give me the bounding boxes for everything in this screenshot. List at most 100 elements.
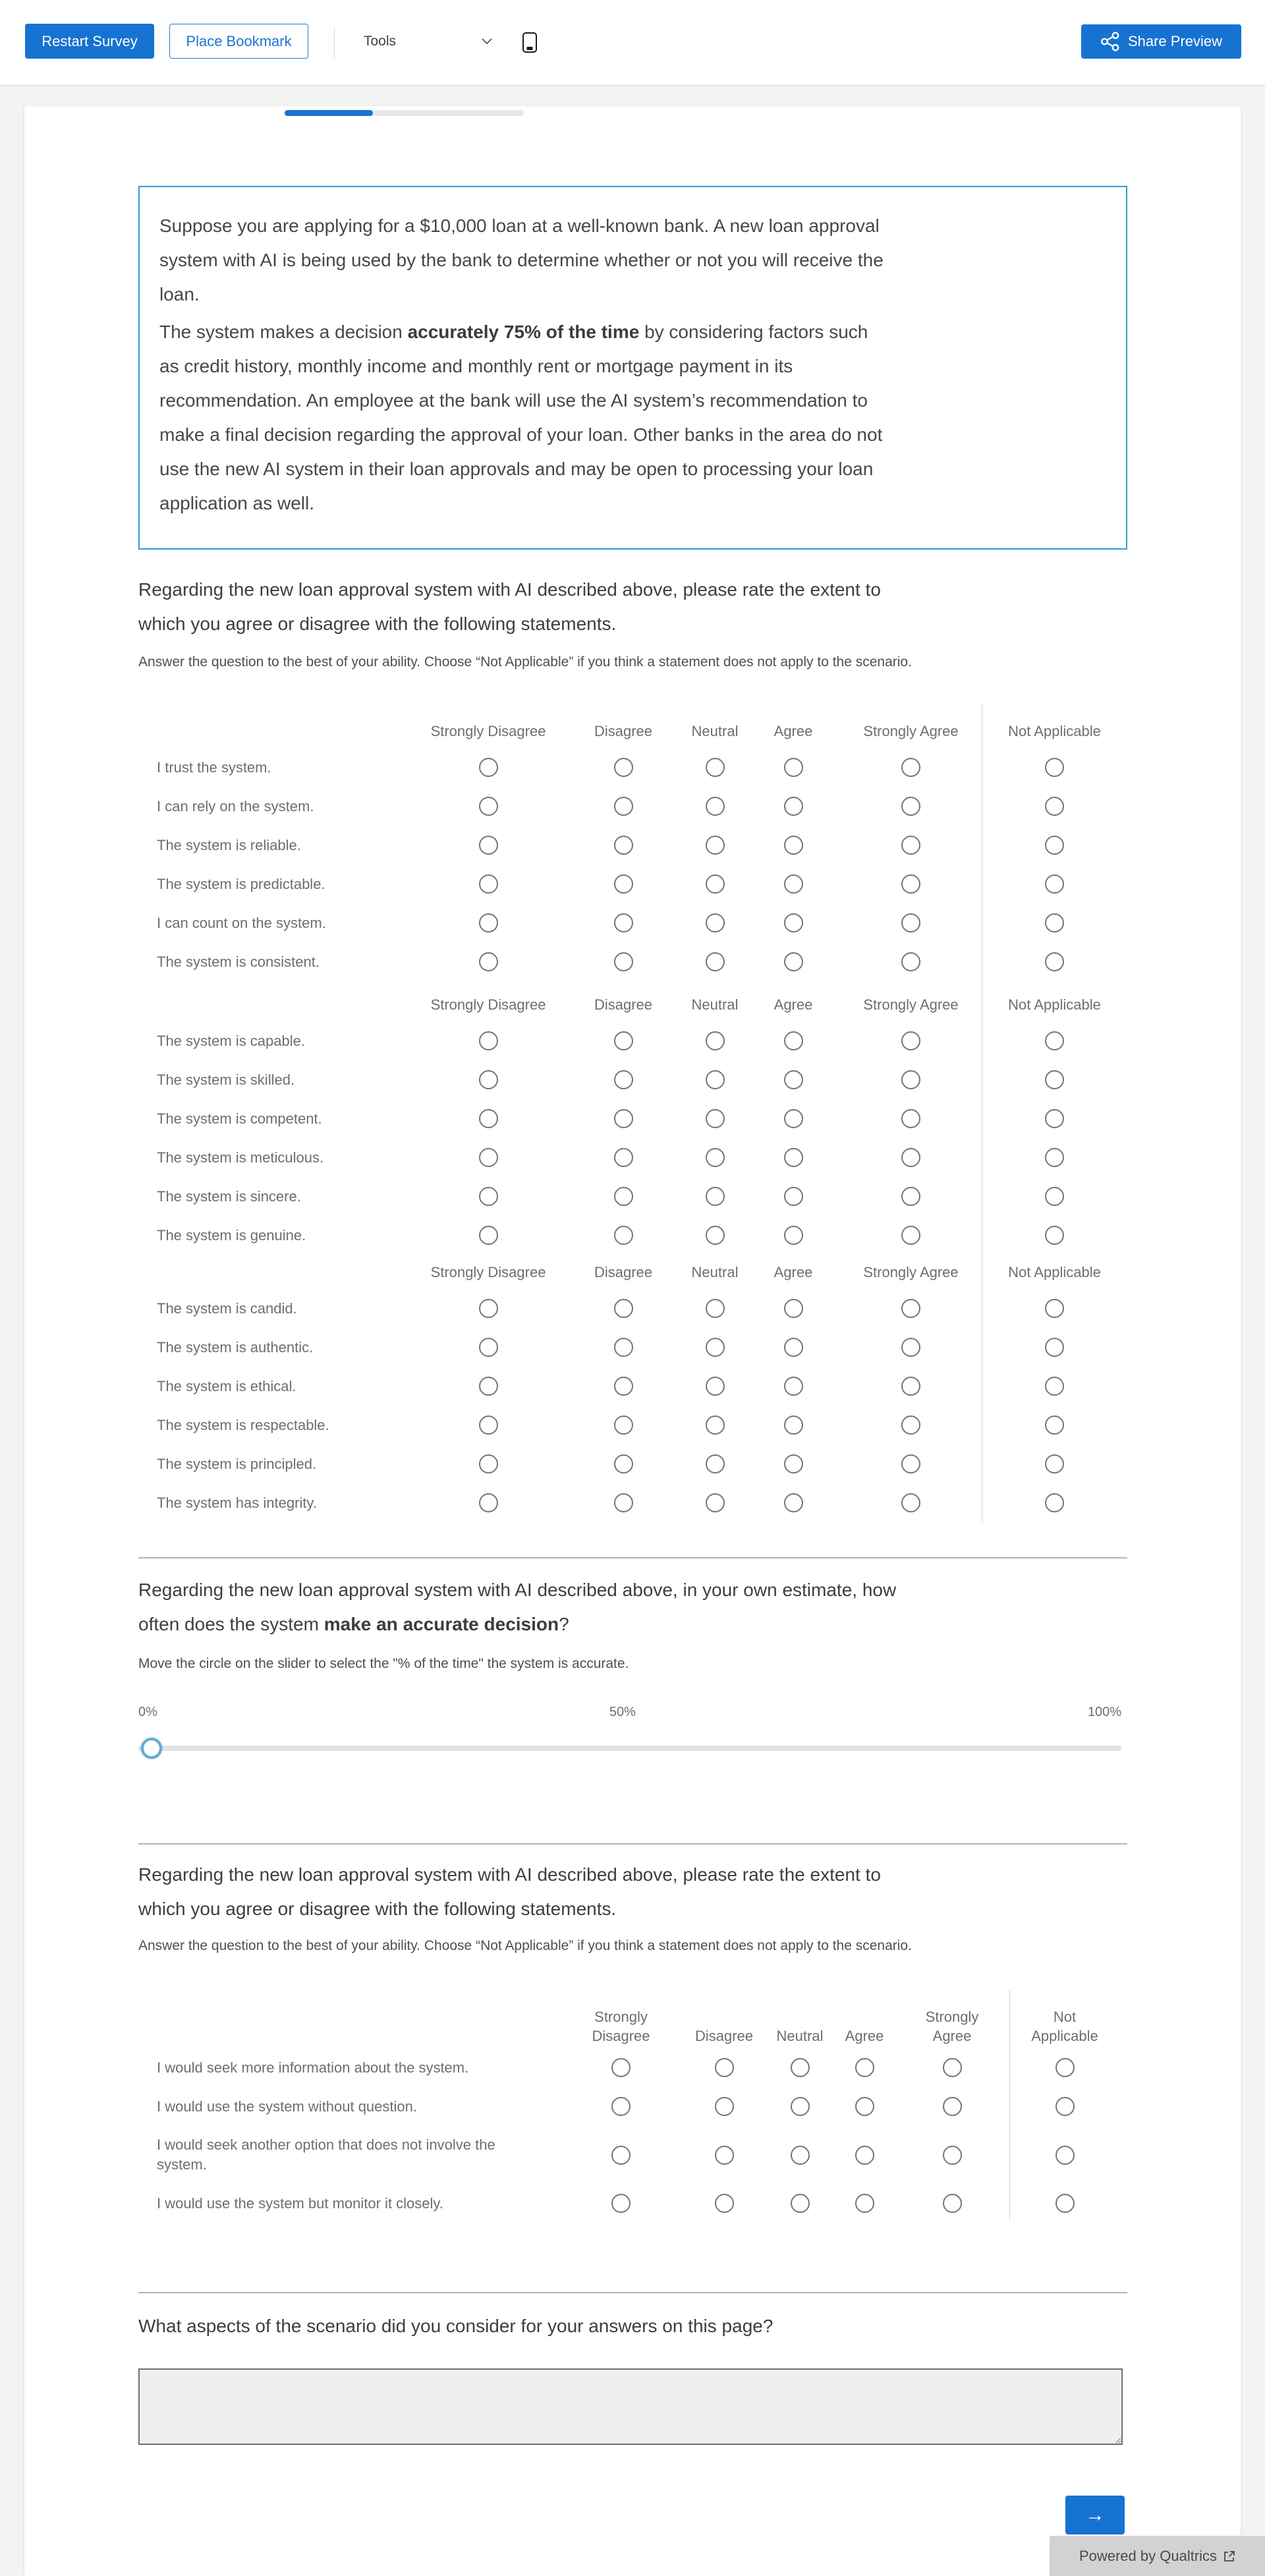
radio-option-strongly-agree[interactable] [901,1338,920,1357]
radio-option-disagree[interactable] [613,874,633,894]
radio-option-disagree[interactable] [613,1226,633,1245]
radio-option-strongly-agree[interactable] [942,2194,962,2213]
radio-option-disagree[interactable] [613,758,633,777]
radio-option-neutral[interactable] [790,2058,810,2077]
radio-option-not-applicable[interactable] [1045,1416,1064,1435]
radio-option-not-applicable[interactable] [1045,1377,1064,1396]
radio-option-neutral[interactable] [705,1299,725,1318]
radio-option-strongly-agree[interactable] [901,1187,920,1206]
radio-option-strongly-agree[interactable] [901,1031,920,1050]
radio-option-disagree[interactable] [613,952,633,971]
slider-track[interactable] [138,1746,1121,1751]
radio-option-strongly-agree[interactable] [901,1454,920,1474]
restart-survey-button[interactable]: Restart Survey [25,24,154,59]
mobile-preview-icon[interactable] [522,32,537,53]
radio-option-neutral[interactable] [705,1109,725,1128]
radio-option-strongly-disagree[interactable] [478,1299,498,1318]
radio-option-agree[interactable] [783,797,803,816]
radio-option-strongly-disagree[interactable] [478,1416,498,1435]
radio-option-strongly-agree[interactable] [901,1070,920,1089]
radio-option-strongly-agree[interactable] [901,1416,920,1435]
radio-option-strongly-disagree[interactable] [611,2145,631,2165]
radio-option-not-applicable[interactable] [1045,1454,1064,1474]
radio-option-agree[interactable] [855,2097,874,2116]
radio-option-disagree[interactable] [613,1031,633,1050]
radio-option-not-applicable[interactable] [1045,1226,1064,1245]
radio-option-disagree[interactable] [613,1299,633,1318]
share-preview-button[interactable]: Share Preview [1081,24,1241,59]
radio-option-agree[interactable] [783,1493,803,1512]
radio-option-strongly-disagree[interactable] [478,1031,498,1050]
radio-option-neutral[interactable] [705,1493,725,1512]
tools-menu[interactable]: Tools [364,24,492,59]
radio-option-not-applicable[interactable] [1045,1493,1064,1512]
radio-option-agree[interactable] [855,2194,874,2213]
radio-option-strongly-disagree[interactable] [478,1493,498,1512]
radio-option-not-applicable[interactable] [1055,2058,1075,2077]
radio-option-neutral[interactable] [705,913,725,932]
radio-option-strongly-agree[interactable] [942,2097,962,2116]
radio-option-not-applicable[interactable] [1055,2097,1075,2116]
radio-option-not-applicable[interactable] [1045,1299,1064,1318]
radio-option-strongly-agree[interactable] [901,1493,920,1512]
radio-option-disagree[interactable] [613,1187,633,1206]
radio-option-disagree[interactable] [613,1493,633,1512]
radio-option-strongly-disagree[interactable] [478,952,498,971]
radio-option-disagree[interactable] [613,1070,633,1089]
radio-option-not-applicable[interactable] [1045,758,1064,777]
radio-option-agree[interactable] [783,952,803,971]
radio-option-neutral[interactable] [705,1148,725,1167]
radio-option-strongly-agree[interactable] [901,1377,920,1396]
radio-option-strongly-disagree[interactable] [478,1148,498,1167]
radio-option-strongly-disagree[interactable] [478,913,498,932]
radio-option-strongly-agree[interactable] [942,2058,962,2077]
radio-option-agree[interactable] [783,836,803,855]
radio-option-disagree[interactable] [613,1416,633,1435]
radio-option-not-applicable[interactable] [1055,2145,1075,2165]
radio-option-neutral[interactable] [705,797,725,816]
radio-option-strongly-agree[interactable] [942,2145,962,2165]
next-page-button[interactable]: → [1065,2496,1125,2534]
essay-answer-textarea[interactable] [138,2368,1123,2445]
radio-option-neutral[interactable] [705,952,725,971]
slider-handle[interactable] [141,1738,162,1759]
radio-option-strongly-disagree[interactable] [611,2058,631,2077]
radio-option-not-applicable[interactable] [1045,913,1064,932]
radio-option-neutral[interactable] [705,758,725,777]
radio-option-strongly-disagree[interactable] [478,797,498,816]
radio-option-neutral[interactable] [705,1031,725,1050]
radio-option-strongly-disagree[interactable] [611,2194,631,2213]
radio-option-neutral[interactable] [705,1454,725,1474]
radio-option-not-applicable[interactable] [1045,797,1064,816]
radio-option-agree[interactable] [783,758,803,777]
radio-option-strongly-agree[interactable] [901,1148,920,1167]
radio-option-neutral[interactable] [790,2097,810,2116]
radio-option-strongly-agree[interactable] [901,797,920,816]
radio-option-strongly-agree[interactable] [901,1226,920,1245]
radio-option-agree[interactable] [783,1031,803,1050]
place-bookmark-button[interactable]: Place Bookmark [169,24,308,59]
radio-option-neutral[interactable] [705,1226,725,1245]
radio-option-not-applicable[interactable] [1045,836,1064,855]
radio-option-agree[interactable] [783,1454,803,1474]
radio-option-not-applicable[interactable] [1045,952,1064,971]
radio-option-strongly-agree[interactable] [901,952,920,971]
radio-option-disagree[interactable] [714,2145,734,2165]
radio-option-strongly-disagree[interactable] [478,758,498,777]
radio-option-neutral[interactable] [705,1338,725,1357]
radio-option-agree[interactable] [855,2145,874,2165]
radio-option-agree[interactable] [783,1109,803,1128]
radio-option-not-applicable[interactable] [1055,2194,1075,2213]
radio-option-agree[interactable] [855,2058,874,2077]
radio-option-disagree[interactable] [613,1148,633,1167]
radio-option-strongly-agree[interactable] [901,758,920,777]
radio-option-strongly-disagree[interactable] [478,1070,498,1089]
radio-option-disagree[interactable] [613,1338,633,1357]
radio-option-strongly-agree[interactable] [901,874,920,894]
radio-option-strongly-disagree[interactable] [478,1187,498,1206]
radio-option-agree[interactable] [783,1226,803,1245]
radio-option-strongly-agree[interactable] [901,836,920,855]
radio-option-agree[interactable] [783,1148,803,1167]
radio-option-not-applicable[interactable] [1045,1070,1064,1089]
radio-option-strongly-disagree[interactable] [478,1109,498,1128]
